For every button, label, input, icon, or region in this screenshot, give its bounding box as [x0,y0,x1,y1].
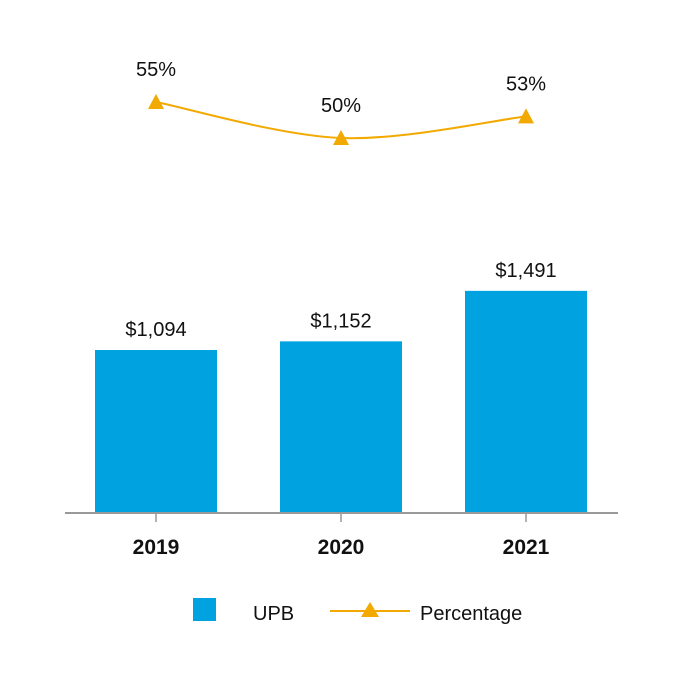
bar-series-upb [95,290,587,513]
bar-data-labels: $1,094 $1,152 $1,491 [125,260,556,341]
x-tick-label-2020: 2020 [318,536,365,559]
percentage-marker-2021 [518,108,534,124]
legend-upb-label: UPB [253,603,294,625]
x-axis-ticks [155,513,527,522]
legend: UPB Percentage [193,598,522,625]
bar-label-2019: $1,094 [125,319,186,341]
legend-upb-swatch [193,598,216,621]
bar-label-2021: $1,491 [495,260,556,282]
percentage-label-2020: 50% [321,95,361,117]
bar-label-2020: $1,152 [310,310,371,332]
legend-percentage-marker [361,602,379,617]
x-tick-label-2019: 2019 [133,536,180,559]
percentage-label-2019: 55% [136,59,176,81]
percentage-marker-2020 [333,130,349,145]
bar-2021 [465,290,587,513]
bar-2019 [95,350,217,513]
percentage-marker-2019 [148,94,164,109]
x-tick-label-2021: 2021 [503,536,550,559]
legend-percentage-label: Percentage [420,603,522,625]
bar-2020 [280,341,402,513]
line-data-labels: 55% 50% 53% [136,59,546,117]
line-series-percentage [148,94,534,145]
percentage-label-2021: 53% [506,73,546,95]
x-axis-tick-labels: 2019 2020 2021 [133,536,550,559]
